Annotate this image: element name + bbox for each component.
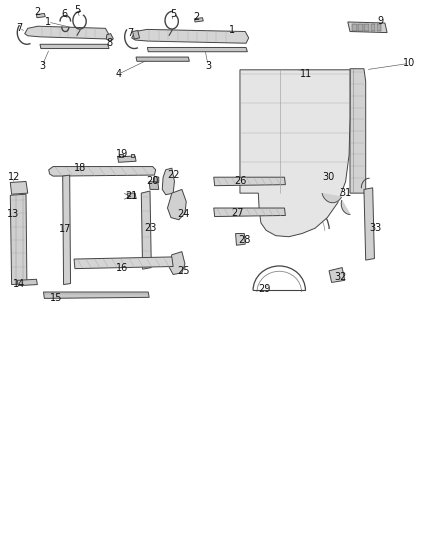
Text: 5: 5 [170,9,176,19]
Polygon shape [11,181,28,194]
Text: 16: 16 [116,263,128,272]
Polygon shape [63,175,71,285]
Polygon shape [352,23,357,31]
Text: 1: 1 [229,25,235,35]
Polygon shape [167,189,186,220]
Text: 15: 15 [50,293,63,303]
Text: 13: 13 [7,209,19,220]
Polygon shape [148,47,247,52]
Polygon shape [364,23,369,31]
Text: 26: 26 [234,176,246,187]
Polygon shape [136,57,189,61]
Polygon shape [169,252,185,274]
Polygon shape [11,194,27,285]
Polygon shape [43,292,149,298]
Text: 27: 27 [231,208,244,219]
Polygon shape [214,208,286,216]
Polygon shape [106,34,113,41]
Polygon shape [162,168,174,195]
Text: 2: 2 [193,12,199,22]
Text: 5: 5 [74,5,80,15]
Text: 10: 10 [403,59,415,68]
Polygon shape [149,181,159,189]
Polygon shape [358,23,363,31]
Text: 19: 19 [116,149,128,159]
Text: 21: 21 [126,191,138,201]
Polygon shape [329,268,345,282]
Polygon shape [40,44,109,49]
Polygon shape [120,154,123,157]
Circle shape [173,198,182,209]
Polygon shape [371,23,375,31]
Polygon shape [25,26,109,39]
Polygon shape [36,13,45,18]
Text: 14: 14 [13,279,25,289]
Text: 3: 3 [205,61,211,70]
Polygon shape [350,69,366,193]
Text: 24: 24 [177,209,189,220]
Text: 25: 25 [177,266,190,276]
Polygon shape [118,156,136,163]
Polygon shape [127,193,136,198]
Text: 1: 1 [45,17,51,27]
Polygon shape [341,200,350,214]
Polygon shape [154,176,159,182]
Text: 32: 32 [334,272,346,282]
Text: 31: 31 [339,188,352,198]
Polygon shape [348,22,387,33]
Text: 29: 29 [259,284,271,294]
Polygon shape [132,29,249,43]
Text: 28: 28 [238,235,251,245]
Polygon shape [240,70,350,237]
Text: 18: 18 [74,163,86,173]
Polygon shape [133,30,140,39]
Text: 30: 30 [322,172,334,182]
Text: 8: 8 [106,38,112,48]
Polygon shape [236,233,245,245]
Text: 2: 2 [35,7,41,18]
Text: 12: 12 [7,172,20,182]
Polygon shape [141,191,151,269]
Text: 17: 17 [59,224,71,235]
Text: 4: 4 [116,69,122,79]
Polygon shape [17,279,37,286]
Polygon shape [377,23,381,31]
Circle shape [174,259,181,268]
Text: 3: 3 [39,61,45,70]
Text: 6: 6 [61,9,67,19]
Text: 7: 7 [128,28,134,38]
Polygon shape [131,154,134,157]
Text: 22: 22 [167,170,180,180]
Text: 7: 7 [16,23,22,34]
Polygon shape [49,166,155,176]
Text: 33: 33 [369,223,381,233]
Text: 23: 23 [144,223,156,233]
Polygon shape [322,193,341,203]
Polygon shape [74,257,173,269]
Text: 11: 11 [300,69,312,79]
Polygon shape [364,188,374,260]
Polygon shape [214,177,286,185]
Text: 20: 20 [146,176,159,187]
Text: 9: 9 [378,16,384,26]
Polygon shape [194,18,203,22]
